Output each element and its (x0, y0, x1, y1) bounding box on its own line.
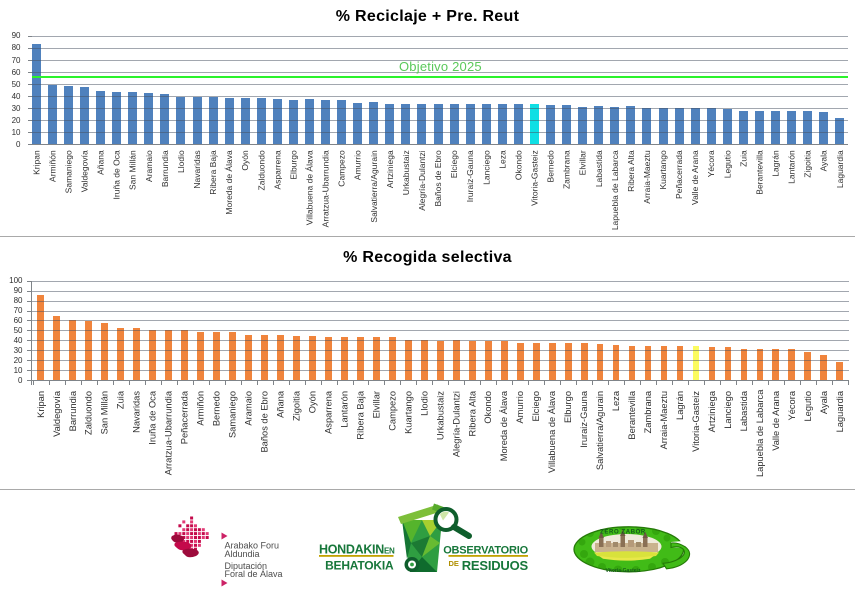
svg-text:BEHATOKIA: BEHATOKIA (325, 559, 394, 573)
svg-text:Foral de Álava: Foral de Álava (225, 569, 283, 579)
svg-text:ZERO ZABOR: ZERO ZABOR (600, 530, 646, 536)
svg-text:Diputación: Diputación (225, 561, 268, 571)
svg-text:DE: DE (449, 559, 459, 568)
svg-text:Vitoria-Gasteiz: Vitoria-Gasteiz (606, 568, 641, 574)
svg-text:RESIDUOS: RESIDUOS (462, 558, 529, 573)
svg-text:Aldundia: Aldundia (225, 549, 260, 559)
svg-text:Arabako Foru: Arabako Foru (225, 541, 280, 551)
svg-text:HONDAKINEN: HONDAKINEN (319, 543, 395, 557)
svg-text:OBSERVATORIO: OBSERVATORIO (443, 545, 528, 557)
